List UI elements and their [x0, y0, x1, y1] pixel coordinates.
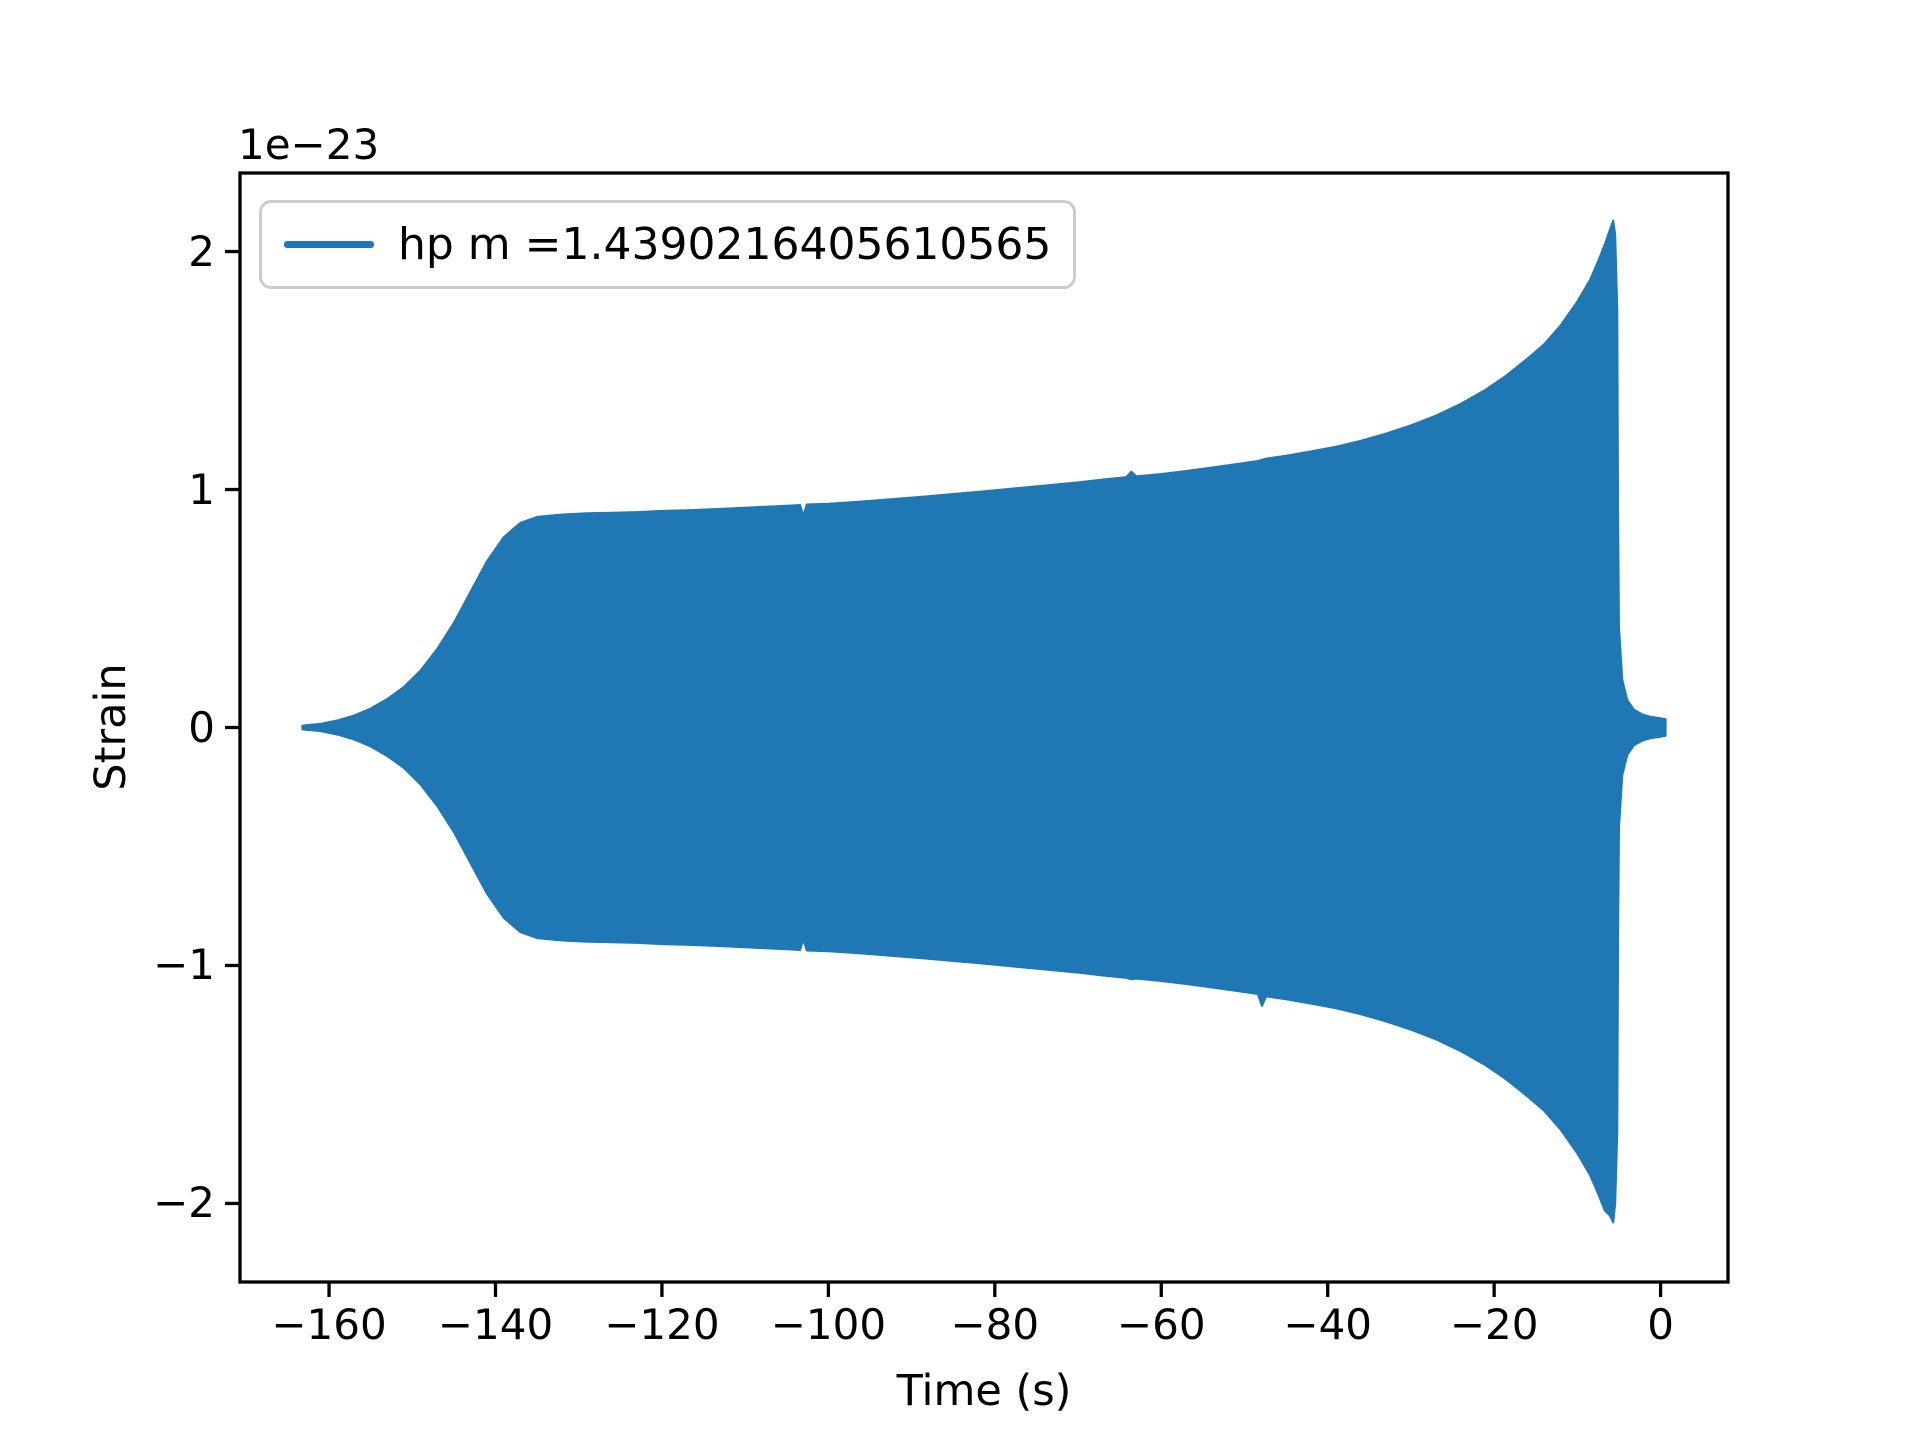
legend-label: hp m =1.4390216405610565	[398, 219, 1052, 270]
waveform-series	[301, 219, 1667, 1224]
x-tick-label: −60	[1116, 1300, 1206, 1349]
x-tick-label: −120	[604, 1300, 720, 1349]
y-tick-label: −1	[153, 940, 215, 990]
y-tick-label: 2	[188, 226, 215, 276]
x-tick-label: −140	[437, 1300, 554, 1349]
x-tick-label: −100	[770, 1300, 887, 1349]
x-tick-label: −40	[1283, 1300, 1373, 1349]
x-tick-label: −160	[271, 1300, 387, 1349]
legend-line-sample	[284, 241, 374, 248]
x-tick-label: −80	[950, 1300, 1040, 1349]
y-axis-label: Strain	[86, 663, 136, 791]
y-tick-label: 0	[188, 702, 215, 752]
x-axis-label: Time (s)	[896, 1366, 1072, 1416]
y-axis-offset-text: 1e−23	[238, 120, 380, 169]
x-tick-label: −20	[1449, 1300, 1539, 1349]
legend: hp m =1.4390216405610565	[259, 200, 1077, 289]
y-tick-label: −2	[153, 1178, 215, 1228]
x-tick-label: 0	[1647, 1300, 1674, 1349]
y-tick-label: 1	[188, 464, 215, 514]
